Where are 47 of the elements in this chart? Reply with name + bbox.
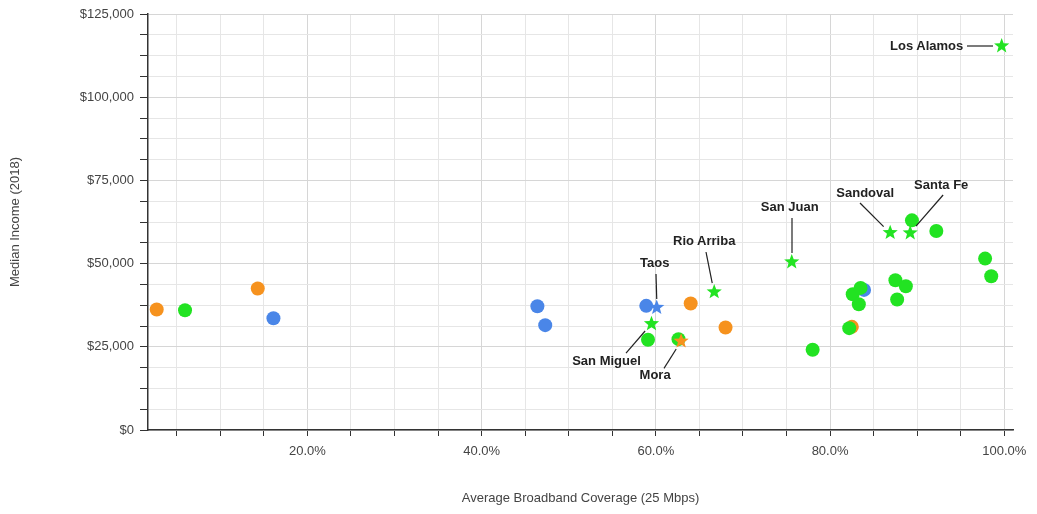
point: [929, 223, 944, 238]
annotation: Rio Arriba: [673, 233, 737, 249]
point: [978, 251, 993, 266]
point: [898, 279, 913, 294]
x-tick-label: 40.0%: [463, 443, 501, 459]
x-axis-title: Average Broadband Coverage (25 Mbps): [461, 489, 700, 505]
point: [643, 315, 660, 331]
point: [853, 280, 868, 295]
x-tick-label: 80.0%: [811, 443, 849, 459]
point: [784, 253, 800, 269]
y-tick-label: $100,000: [79, 88, 134, 104]
point: [994, 37, 1010, 53]
point: [641, 332, 656, 347]
point: [984, 269, 999, 284]
point: [149, 302, 164, 317]
x-tick-label: 100.0%: [982, 443, 1027, 459]
point: [805, 342, 820, 357]
annotation: Mora: [639, 366, 672, 382]
point: [683, 296, 698, 311]
point: [266, 311, 281, 326]
point: [250, 281, 265, 296]
point: [706, 283, 722, 299]
annotation: Los Alamos: [890, 37, 964, 53]
point: [538, 318, 553, 333]
y-tick-label: $75,000: [87, 171, 134, 187]
annotation: San Juan: [760, 198, 819, 214]
point: [851, 297, 866, 312]
x-tick-label: 60.0%: [637, 443, 675, 459]
annotation: Taos: [640, 255, 670, 271]
y-tick-label: $50,000: [87, 255, 134, 271]
x-tick-label: 20.0%: [288, 443, 327, 459]
y-tick-label: $0: [119, 421, 134, 437]
point: [904, 213, 919, 228]
point: [639, 298, 654, 313]
point: [718, 320, 733, 335]
y-tick-label: $125,000: [79, 5, 134, 21]
point: [902, 224, 918, 240]
annotation: Santa Fe: [914, 176, 969, 192]
point: [890, 292, 905, 307]
point: [888, 273, 903, 288]
annotation: Sandoval: [836, 185, 895, 201]
point: [882, 224, 898, 240]
y-axis-title: Median Income (2018): [7, 156, 23, 288]
point: [530, 299, 545, 314]
point: [178, 303, 193, 318]
y-tick-label: $25,000: [87, 338, 134, 354]
annotation: San Miguel: [572, 353, 641, 369]
